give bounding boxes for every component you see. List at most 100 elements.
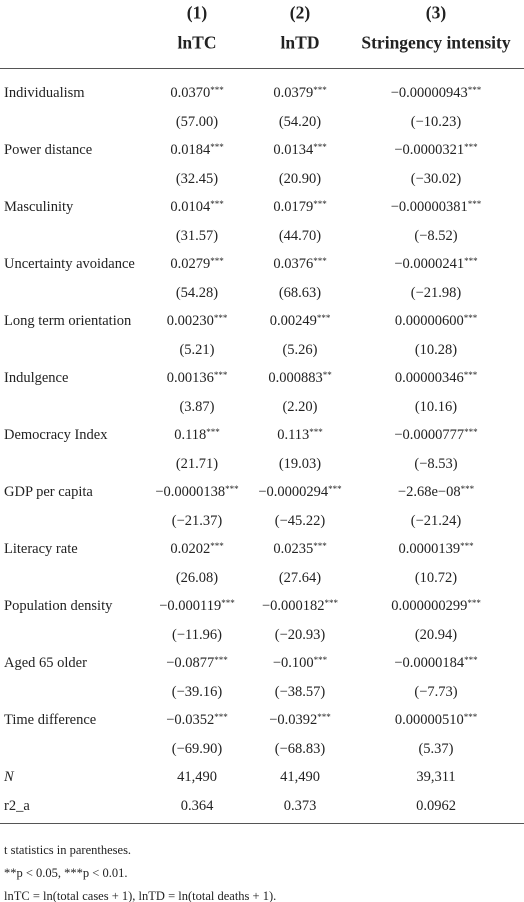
t-statistic: (−21.24): [410, 512, 462, 529]
row-label: Time difference: [4, 711, 97, 728]
stat-label: N: [4, 768, 14, 785]
significance-stars: **: [322, 369, 332, 380]
t-statistic: (54.20): [278, 113, 322, 130]
coefficient: 0.000883: [268, 369, 323, 386]
coefficient: 0.0235: [273, 540, 314, 557]
coefficient: 0.0134: [273, 141, 314, 158]
t-statistic: (5.26): [282, 341, 318, 358]
t-statistic: (21.71): [175, 455, 219, 472]
t-statistic: (5.37): [418, 740, 454, 757]
coefficient: 0.000000299: [391, 597, 468, 614]
coefficient: −0.0000777: [394, 426, 465, 443]
coefficient: 0.00230: [166, 312, 214, 329]
significance-stars: ***: [460, 483, 475, 494]
significance-stars: ***: [206, 426, 220, 437]
t-statistic: (5.21): [179, 341, 215, 358]
row-label: Long term orientation: [4, 312, 132, 329]
coefficient: 0.00000600: [394, 312, 464, 329]
coefficient-cell: 0.0202***: [170, 540, 224, 557]
t-statistic: (−69.90): [171, 740, 223, 757]
significance-stars: ***: [214, 711, 228, 722]
significance-stars: ***: [313, 255, 327, 266]
coefficient-cell: 0.00000346***: [394, 369, 477, 386]
coefficient: 0.118: [174, 426, 207, 443]
significance-stars: ***: [210, 540, 224, 551]
coefficient-cell: 0.00249***: [269, 312, 331, 329]
significance-stars: ***: [464, 255, 478, 266]
coefficient: −0.00000381: [390, 198, 468, 215]
significance-stars: ***: [460, 540, 474, 551]
t-statistic: (−39.16): [171, 683, 223, 700]
row-label: Population density: [4, 597, 113, 614]
row-label: Indulgence: [4, 369, 69, 386]
column-number: (3): [425, 2, 447, 23]
t-statistic: (10.16): [414, 398, 458, 415]
coefficient: −0.0352: [166, 711, 215, 728]
t-statistic: (54.28): [175, 284, 219, 301]
coefficient: 0.0376: [273, 255, 314, 272]
coefficient-cell: 0.0000139***: [398, 540, 474, 557]
t-statistic: (−7.73): [414, 683, 458, 700]
coefficient: −0.0392: [269, 711, 318, 728]
t-statistic: (−38.57): [274, 683, 326, 700]
t-statistic: (−10.23): [410, 113, 462, 130]
significance-stars: ***: [317, 711, 331, 722]
t-statistic: (−45.22): [274, 512, 326, 529]
coefficient: 0.00000346: [394, 369, 464, 386]
coefficient-cell: −0.000182***: [261, 597, 338, 614]
significance-stars: ***: [464, 426, 478, 437]
row-label: Power distance: [4, 141, 93, 158]
coefficient-cell: 0.0279***: [170, 255, 223, 272]
coefficient-cell: −0.0392***: [269, 711, 331, 728]
coefficient: 0.0179: [273, 198, 314, 215]
stat-value: 0.0962: [416, 797, 456, 814]
significance-stars: ***: [210, 84, 224, 95]
significance-stars: ***: [464, 141, 478, 152]
row-label: GDP per capita: [4, 483, 93, 500]
coefficient-cell: 0.118***: [174, 426, 220, 443]
coefficient: −0.0000321: [394, 141, 465, 158]
coefficient-cell: 0.0184***: [170, 141, 224, 158]
t-statistic: (10.28): [414, 341, 458, 358]
t-statistic: (20.94): [414, 626, 458, 643]
t-statistic: (2.20): [282, 398, 318, 415]
coefficient-cell: 0.0235***: [273, 540, 327, 557]
t-statistic: (−68.83): [274, 740, 326, 757]
t-statistic: (68.63): [278, 284, 322, 301]
significance-stars: ***: [213, 369, 228, 380]
significance-stars: ***: [210, 141, 224, 152]
coefficient-cell: −0.0000241***: [394, 255, 478, 272]
coefficient-cell: 0.000000299***: [391, 597, 481, 614]
coefficient-cell: −0.0000777***: [394, 426, 478, 443]
t-statistic: (−30.02): [410, 170, 462, 187]
significance-stars: ***: [467, 198, 482, 209]
row-label: Literacy rate: [4, 540, 78, 557]
coefficient: 0.0104: [170, 198, 211, 215]
coefficient-cell: 0.0370***: [170, 84, 224, 101]
column-name: lnTC: [177, 32, 217, 53]
coefficient-cell: −0.0000138***: [155, 483, 239, 500]
coefficient: 0.00249: [269, 312, 317, 329]
note: t statistics in parentheses.: [4, 842, 132, 857]
coefficient-cell: 0.0179***: [273, 198, 326, 215]
significance-stars: ***: [225, 483, 239, 494]
coefficient-cell: −0.00000943***: [391, 85, 482, 101]
t-statistic: (−21.98): [410, 284, 462, 301]
coefficient: −0.000119: [159, 597, 222, 614]
coefficient: 0.0370: [170, 84, 211, 101]
coefficient: 0.0279: [170, 255, 211, 272]
coefficient: 0.0184: [170, 141, 211, 158]
header-rule: [0, 68, 524, 69]
t-statistic: (−8.52): [414, 227, 458, 244]
coefficient-cell: 0.00230***: [166, 312, 228, 329]
significance-stars: ***: [210, 198, 224, 209]
significance-stars: ***: [213, 312, 228, 323]
significance-stars: ***: [467, 597, 481, 608]
significance-stars: ***: [313, 540, 327, 551]
coefficient-cell: −0.0000321***: [394, 141, 478, 158]
coefficient: 0.00000510: [394, 711, 464, 728]
coefficient: −0.000182: [261, 597, 325, 614]
coefficient-cell: 0.0104***: [170, 198, 224, 215]
row-label: Democracy Index: [4, 426, 108, 443]
